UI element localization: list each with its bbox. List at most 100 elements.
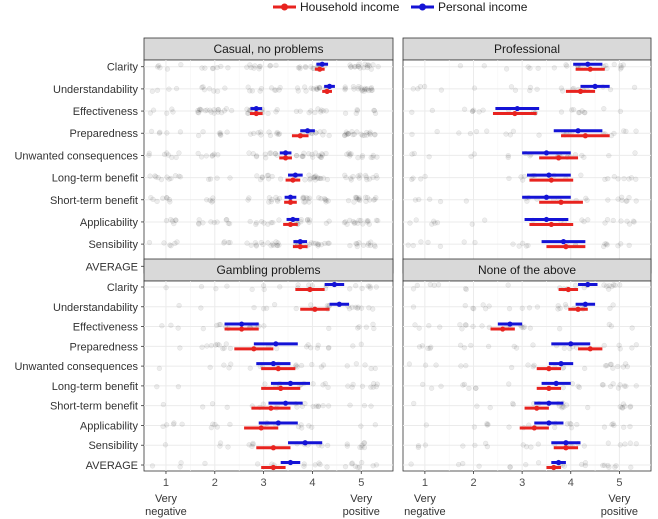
raw-point [367,283,373,289]
raw-point [347,286,353,292]
raw-point [567,420,573,427]
raw-point [510,400,516,407]
raw-point [272,87,278,93]
raw-point [460,460,466,467]
raw-point [356,196,362,202]
raw-point [350,218,356,225]
raw-point [633,176,639,182]
raw-point [628,464,634,470]
personal-mean-point [563,440,569,446]
raw-point [150,107,157,113]
raw-point [416,196,422,203]
raw-point [607,305,613,311]
raw-point [323,220,329,226]
raw-point [356,240,362,246]
raw-point [350,381,356,388]
raw-point [359,87,365,93]
raw-point [348,177,354,183]
raw-point [211,107,217,113]
raw-point [486,343,492,349]
raw-point [214,219,220,225]
raw-point [429,385,435,391]
category-label: Clarity [107,282,139,294]
raw-point [266,199,272,205]
raw-point [461,345,467,351]
raw-point [613,463,619,469]
raw-point [360,221,366,227]
raw-point [462,286,469,292]
raw-point [274,107,280,113]
raw-point [370,321,376,327]
raw-point [359,154,365,160]
raw-point [506,306,513,312]
personal-mean-point [560,239,567,245]
raw-point [273,239,279,245]
raw-point [316,460,322,466]
raw-point [210,421,216,427]
raw-point [168,216,174,223]
raw-point [467,130,474,137]
raw-point [371,325,377,332]
raw-point [420,381,426,388]
category-label: Sensibility [88,239,138,251]
raw-point [622,403,628,409]
raw-point [606,153,612,159]
raw-point [585,404,591,411]
raw-point [358,341,364,347]
panel-title: Professional [494,42,560,56]
raw-point [163,218,170,224]
raw-point [604,216,611,223]
raw-point [466,385,472,391]
raw-point [617,382,623,388]
raw-point [200,220,206,226]
x-tick-label: 3 [261,477,267,489]
raw-point [579,217,585,223]
raw-point [527,325,533,331]
household-mean-point [563,244,569,250]
raw-point [469,108,476,114]
raw-point [221,239,228,245]
raw-point [520,177,526,183]
raw-point [358,131,364,137]
raw-point [603,283,610,289]
raw-point [359,132,366,139]
raw-point [275,198,281,204]
raw-point [408,461,414,467]
raw-point [610,282,617,288]
raw-point [349,461,355,467]
raw-point [255,130,261,136]
raw-point [352,219,358,226]
raw-point [359,444,365,450]
raw-point [617,282,623,288]
raw-point [146,150,152,156]
personal-mean-point [239,321,245,327]
raw-point [463,322,469,328]
raw-point [324,176,331,183]
raw-point [435,282,442,288]
raw-point [324,464,330,470]
raw-point [561,345,567,351]
household-mean-point [500,326,506,332]
raw-point [607,86,614,93]
personal-mean-point [556,459,562,466]
raw-point [308,302,314,308]
raw-point [318,175,324,182]
raw-point [456,130,462,136]
raw-point [255,461,261,467]
raw-point [535,65,541,71]
raw-point [581,443,587,449]
raw-point [204,107,210,113]
raw-point [368,403,374,409]
raw-point [227,239,233,246]
raw-point [371,242,378,248]
raw-point [581,109,588,116]
raw-point [269,173,275,180]
raw-point [560,88,566,94]
raw-point [468,153,474,160]
raw-point [195,107,201,114]
raw-point [575,383,581,389]
raw-point [261,323,267,329]
raw-point [207,107,213,113]
raw-point [600,462,606,468]
